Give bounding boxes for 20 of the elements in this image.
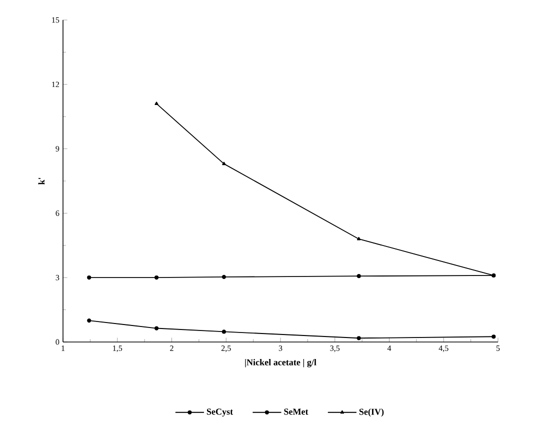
x-tick-label: 3 <box>278 346 282 351</box>
legend-label: SeCyst <box>206 408 234 417</box>
y-tick-label: 0 <box>56 339 60 345</box>
x-tick-label: 1,5 <box>113 346 122 352</box>
x-axis-title: |Nickel acetate | g/l <box>245 359 316 368</box>
x-tick-label: 4,5 <box>438 346 448 352</box>
x-tick-label: 1 <box>62 346 65 351</box>
x-tick-label: 4 <box>387 346 392 351</box>
x-tick-label: 5 <box>496 346 500 351</box>
y-tick-label: 15 <box>52 17 60 23</box>
y-tick-label: 12 <box>52 82 60 88</box>
y-tick-label: 6 <box>56 210 60 216</box>
y-tick-label: 3 <box>56 274 60 280</box>
x-tick-label: 2 <box>170 346 174 351</box>
y-tick-label: 9 <box>56 146 60 152</box>
x-tick-label: 3,5 <box>330 346 340 352</box>
legend-label: Se(IV) <box>359 408 384 417</box>
x-tick-label: 2,5 <box>221 346 231 352</box>
legend-label: SeMet <box>284 408 308 415</box>
y-axis-title: k' <box>38 178 45 185</box>
